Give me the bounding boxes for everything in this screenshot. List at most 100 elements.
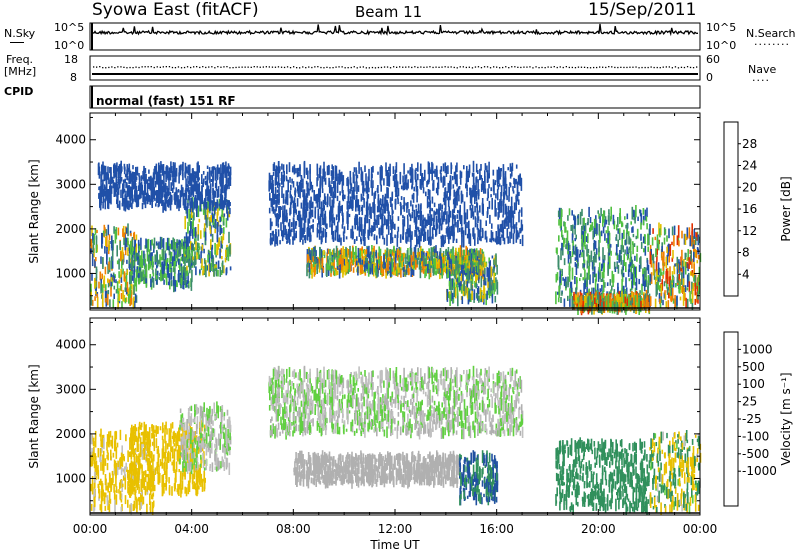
- range-gate-cell: [598, 213, 600, 219]
- range-gate-cell: [570, 225, 572, 231]
- range-gate-cell: [120, 177, 123, 182]
- range-gate-cell: [98, 171, 101, 176]
- nave-dot: [186, 66, 189, 68]
- range-gate-cell: [302, 207, 304, 221]
- range-gate-cell: [129, 170, 132, 182]
- range-gate-cell: [160, 161, 162, 173]
- range-gate-cell: [189, 197, 191, 206]
- range-gate-cell: [612, 214, 615, 225]
- range-gate-cell: [621, 291, 623, 302]
- range-gate-cell: [140, 182, 143, 192]
- range-gate-cell: [620, 255, 622, 265]
- range-gate-cell: [114, 231, 117, 244]
- range-gate-cell: [469, 233, 472, 246]
- nave-dot: [141, 66, 143, 68]
- range-gate-cell: [403, 252, 406, 258]
- range-gate-cell: [489, 238, 491, 242]
- range-gate-cell: [121, 195, 124, 204]
- range-gate-cell: [193, 180, 196, 191]
- nave-dot: [129, 66, 131, 69]
- range-gate-cell: [382, 223, 384, 227]
- range-gate-cell: [162, 165, 164, 170]
- range-gate-cell: [496, 189, 499, 201]
- range-gate-cell: [196, 242, 199, 254]
- range-gate-cell: [166, 237, 169, 251]
- range-gate-cell: [388, 269, 390, 273]
- range-gate-cell: [648, 294, 651, 302]
- range-gate-cell: [109, 190, 111, 198]
- range-gate-cell: [312, 261, 315, 268]
- range-gate-cell: [91, 253, 94, 267]
- nave-dot: [550, 66, 552, 68]
- range-gate-cell: [274, 234, 276, 247]
- range-gate-cell: [379, 248, 382, 261]
- nave-dot: [553, 66, 555, 68]
- nave-dot: [389, 67, 392, 69]
- range-gate-cell: [450, 162, 452, 175]
- range-gate-cell: [270, 182, 273, 187]
- range-gate-cell: [394, 234, 396, 239]
- nave-dot: [235, 66, 237, 69]
- nave-dot: [271, 66, 274, 68]
- range-gate-cell: [281, 190, 283, 198]
- range-gate-cell: [435, 208, 438, 215]
- range-gate-cell: [122, 289, 124, 302]
- range-gate-cell: [347, 262, 349, 274]
- range-gate-cell: [481, 178, 483, 187]
- range-gate-cell: [179, 200, 182, 208]
- range-gate-cell: [162, 182, 164, 192]
- range-gate-cell: [110, 180, 112, 184]
- range-gate-cell: [271, 221, 273, 227]
- range-gate-cell: [361, 250, 363, 256]
- range-gate-cell: [154, 191, 157, 196]
- range-gate-cell: [598, 256, 601, 261]
- range-gate-cell: [227, 163, 230, 176]
- nave-dot: [147, 66, 149, 68]
- range-gate-cell: [285, 177, 288, 182]
- range-gate-cell: [193, 212, 195, 221]
- range-gate-cell: [133, 172, 135, 184]
- range-gate-cell: [90, 238, 93, 246]
- range-gate-cell: [315, 258, 317, 265]
- range-gate-cell: [598, 246, 600, 259]
- range-gate-cell: [598, 239, 600, 253]
- range-gate-cell: [183, 249, 185, 260]
- range-gate-cell: [138, 266, 140, 275]
- range-gate-cell: [476, 223, 479, 230]
- range-gate-cell: [458, 227, 461, 233]
- range-gate-cell: [415, 179, 417, 187]
- nave-dot: [386, 66, 389, 68]
- range-gate-cell: [576, 277, 578, 290]
- range-gate-cell: [130, 188, 133, 194]
- noise-trace: [91, 23, 698, 50]
- range-gate-cell: [130, 233, 132, 237]
- range-gate-cell: [345, 236, 348, 240]
- range-gate-cell: [488, 161, 490, 174]
- range-gate-cell: [366, 194, 369, 207]
- range-gate-cell: [331, 164, 333, 169]
- range-gate-cell: [219, 248, 221, 259]
- range-gate-cell: [128, 189, 131, 200]
- range-gate-cell: [359, 264, 362, 273]
- nave-dot: [456, 67, 458, 69]
- range-gate-cell: [392, 267, 395, 275]
- range-gate-cell: [185, 191, 188, 200]
- range-gate-cell: [126, 182, 128, 187]
- range-gate-cell: [390, 232, 392, 244]
- range-gate-cell: [191, 184, 194, 193]
- range-gate-cell: [643, 234, 646, 240]
- range-gate-cell: [176, 283, 178, 288]
- range-gate-cell: [169, 174, 172, 181]
- range-gate-cell: [134, 194, 136, 202]
- range-gate-cell: [479, 174, 481, 180]
- range-gate-cell: [133, 284, 135, 295]
- range-gate-cell: [430, 214, 433, 226]
- nave-dot: [559, 66, 561, 68]
- range-gate-cell: [622, 285, 625, 291]
- range-gate-cell: [289, 239, 291, 245]
- range-gate-cell: [331, 249, 334, 257]
- nave-dot: [426, 66, 428, 68]
- range-gate-cell: [512, 215, 515, 219]
- range-gate-cell: [628, 264, 630, 271]
- range-gate-cell: [579, 253, 581, 258]
